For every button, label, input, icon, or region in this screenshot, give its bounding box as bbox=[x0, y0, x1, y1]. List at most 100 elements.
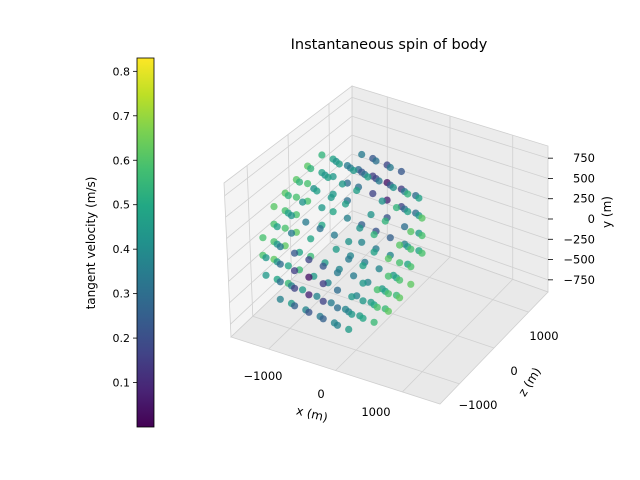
scatter-point bbox=[304, 180, 312, 188]
scatter-point bbox=[307, 235, 315, 243]
scatter-point bbox=[418, 232, 426, 240]
scatter-point bbox=[284, 262, 292, 270]
chart-title: Instantaneous spin of body bbox=[291, 37, 488, 53]
scatter-point bbox=[359, 279, 367, 287]
scatter-point bbox=[350, 166, 358, 175]
scatter-point bbox=[370, 248, 378, 256]
colorbar-ticks: 0.1 0.2 0.3 0.4 0.5 0.6 0.7 0.8 bbox=[113, 65, 137, 390]
colorbar-tick-label: 0.5 bbox=[113, 199, 131, 212]
left-gridline-vertical bbox=[328, 103, 331, 243]
scatter-point bbox=[287, 212, 296, 220]
scatter-point bbox=[392, 204, 401, 212]
scatter-point bbox=[276, 260, 284, 268]
y-tick-label: 0 bbox=[588, 212, 595, 226]
scatter-point bbox=[305, 256, 313, 264]
scatter-point bbox=[353, 186, 361, 195]
scatter-point bbox=[348, 293, 356, 301]
scatter-point bbox=[373, 286, 381, 294]
floor-gridline-z bbox=[330, 242, 529, 313]
scatter-point bbox=[372, 157, 380, 165]
y-tick-label: −500 bbox=[563, 253, 595, 267]
scatter-point bbox=[319, 280, 327, 288]
colorbar-label: tangent velocity (m/s) bbox=[84, 177, 98, 310]
scatter-point bbox=[348, 310, 356, 318]
scatter-point bbox=[302, 218, 310, 226]
scatter-point bbox=[295, 178, 304, 186]
scatter-point bbox=[333, 304, 342, 312]
scatter-point bbox=[262, 271, 270, 279]
scatter-point bbox=[259, 234, 267, 242]
scatter-point bbox=[291, 249, 299, 257]
scatter-point bbox=[291, 267, 299, 275]
scatter-point bbox=[324, 173, 332, 182]
scatter-point bbox=[350, 272, 358, 280]
scatter-point bbox=[262, 254, 270, 262]
scatter-point bbox=[335, 160, 343, 168]
scatter-point bbox=[333, 269, 342, 277]
scatter-point bbox=[359, 314, 367, 322]
scatter-point bbox=[318, 151, 326, 159]
scatter-point bbox=[333, 286, 342, 294]
colorbar-tick-label: 0.8 bbox=[113, 65, 131, 78]
scatter-point bbox=[396, 259, 404, 267]
colorbar-tick-label: 0.1 bbox=[113, 377, 131, 390]
scatter-point bbox=[384, 290, 392, 298]
scatter-point bbox=[333, 321, 342, 329]
floor-gridline-z bbox=[252, 315, 460, 385]
scatter-point bbox=[291, 302, 299, 310]
y-tick-label: 750 bbox=[573, 151, 595, 165]
scatter-point bbox=[418, 249, 426, 257]
scatter-point bbox=[305, 308, 313, 316]
scatter-point bbox=[270, 203, 278, 211]
scatter-point bbox=[341, 200, 350, 208]
scatter-point bbox=[404, 190, 412, 198]
scatter-point bbox=[404, 208, 412, 216]
scatter-point bbox=[396, 276, 404, 284]
y-tick-label: −250 bbox=[563, 232, 595, 246]
scatter-point bbox=[370, 231, 378, 239]
y-tick-label: 500 bbox=[573, 171, 595, 185]
scatter-point bbox=[397, 167, 405, 176]
scatter-point bbox=[292, 193, 300, 201]
scatter-point bbox=[384, 255, 392, 263]
scatter-point bbox=[375, 265, 383, 273]
scatter-point bbox=[316, 225, 324, 233]
scatter-point bbox=[381, 217, 389, 225]
scatter-point bbox=[369, 190, 377, 198]
scatter-point bbox=[384, 307, 392, 315]
scatter-point bbox=[415, 194, 423, 202]
scatter-point bbox=[313, 292, 321, 300]
scatter-point bbox=[370, 318, 378, 326]
x-tick-label: 1000 bbox=[361, 405, 390, 419]
scatter-point bbox=[407, 228, 415, 236]
scatter-point bbox=[299, 286, 307, 294]
z-tick-label: 0 bbox=[510, 364, 517, 378]
x-axis-label: x (m) bbox=[295, 403, 329, 424]
scatter-point bbox=[299, 198, 307, 206]
scatter-point bbox=[407, 280, 415, 288]
scatter-point bbox=[359, 262, 367, 270]
scatter-point bbox=[375, 177, 383, 185]
scatter-point bbox=[313, 187, 321, 195]
scatter-point bbox=[396, 241, 404, 249]
scatter-point bbox=[305, 291, 313, 299]
scatter-point bbox=[378, 197, 386, 205]
scatter-point bbox=[358, 150, 366, 159]
scatter-point bbox=[284, 192, 292, 200]
scatter-point bbox=[273, 223, 281, 231]
scatter-point bbox=[319, 297, 327, 305]
left-gridline-vertical bbox=[246, 165, 254, 317]
y-tick-label: 250 bbox=[573, 192, 595, 206]
y-axis-label: y (m) bbox=[600, 196, 614, 228]
scatter-point bbox=[318, 204, 326, 212]
scatter-point bbox=[345, 238, 353, 246]
scatter-point bbox=[338, 180, 346, 188]
scatter-point bbox=[332, 245, 340, 253]
z-tick-label: −1000 bbox=[459, 398, 498, 412]
z-axis-label: z (m) bbox=[515, 365, 543, 399]
scatter-point bbox=[305, 273, 313, 281]
scatter-point bbox=[276, 295, 284, 303]
scatter-point bbox=[359, 297, 367, 305]
gridlines bbox=[224, 96, 549, 393]
